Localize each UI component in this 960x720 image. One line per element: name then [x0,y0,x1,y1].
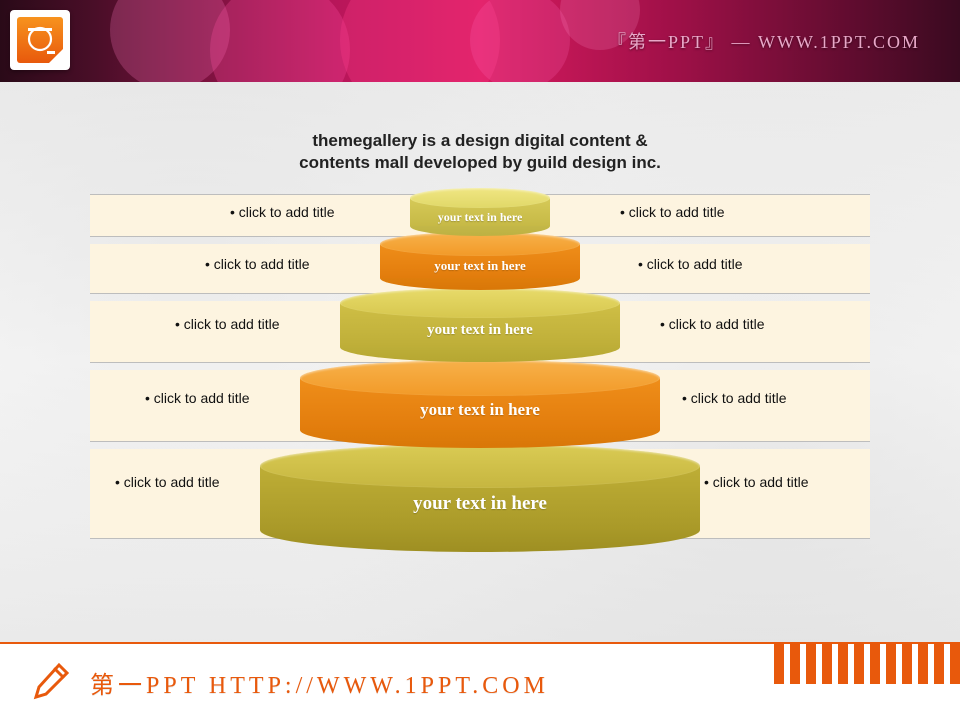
footer-stripe [870,644,880,684]
tier-label[interactable]: your text in here [438,210,523,225]
slide-title-line1: themegallery is a design digital content… [0,130,960,152]
powerpoint-badge [10,10,70,70]
slide-canvas: themegallery is a design digital content… [0,82,960,642]
pyramid-tier: your text in here [380,232,580,290]
footer-stripe [934,644,944,684]
footer-stripe [918,644,928,684]
tier-title-right[interactable]: click to add title [638,256,743,272]
footer-stripe [886,644,896,684]
banner-header: 『第一PPT』 — WWW.1PPT.COM [0,0,960,82]
header-brand-text: 『第一PPT』 — WWW.1PPT.COM [608,28,920,54]
tier-title-right[interactable]: click to add title [660,316,765,332]
tier-label[interactable]: your text in here [427,322,533,339]
tier-title-left[interactable]: click to add title [115,474,220,490]
tier-label[interactable]: your text in here [413,493,547,515]
pyramid-tier: your text in here [260,444,700,552]
footer-stripe [774,644,784,684]
tier-title-left[interactable]: click to add title [145,390,250,406]
footer-text: 第一PPT HTTP://WWW.1PPT.COM [90,665,549,700]
bokeh-circle [470,0,570,82]
footer-stripe [790,644,800,684]
pen-icon [30,661,72,703]
tier-title-left[interactable]: click to add title [205,256,310,272]
footer-stripe [838,644,848,684]
powerpoint-icon [17,17,63,63]
slide-title-line2: contents mall developed by guild design … [0,152,960,174]
tier-title-right[interactable]: click to add title [620,204,725,220]
pyramid-diagram: click to add title click to add title clic… [90,188,870,598]
pyramid-tier: your text in here [410,188,550,236]
tier-label[interactable]: your text in here [434,258,526,274]
footer: 第一PPT HTTP://WWW.1PPT.COM [0,642,960,720]
pyramid-tier: your text in here [340,288,620,362]
pyramid-tier: your text in here [300,360,660,448]
tier-title-right[interactable]: click to add title [704,474,809,490]
footer-stripe [806,644,816,684]
footer-stripe [854,644,864,684]
footer-stripe [822,644,832,684]
footer-stripes [774,644,960,720]
tier-title-right[interactable]: click to add title [682,390,787,406]
footer-stripe [950,644,960,684]
tier-title-left[interactable]: click to add title [175,316,280,332]
tier-title-left[interactable]: click to add title [230,204,335,220]
slide-title: themegallery is a design digital content… [0,82,960,174]
bokeh-circle [210,0,350,82]
tier-label[interactable]: your text in here [420,400,540,420]
footer-stripe [902,644,912,684]
